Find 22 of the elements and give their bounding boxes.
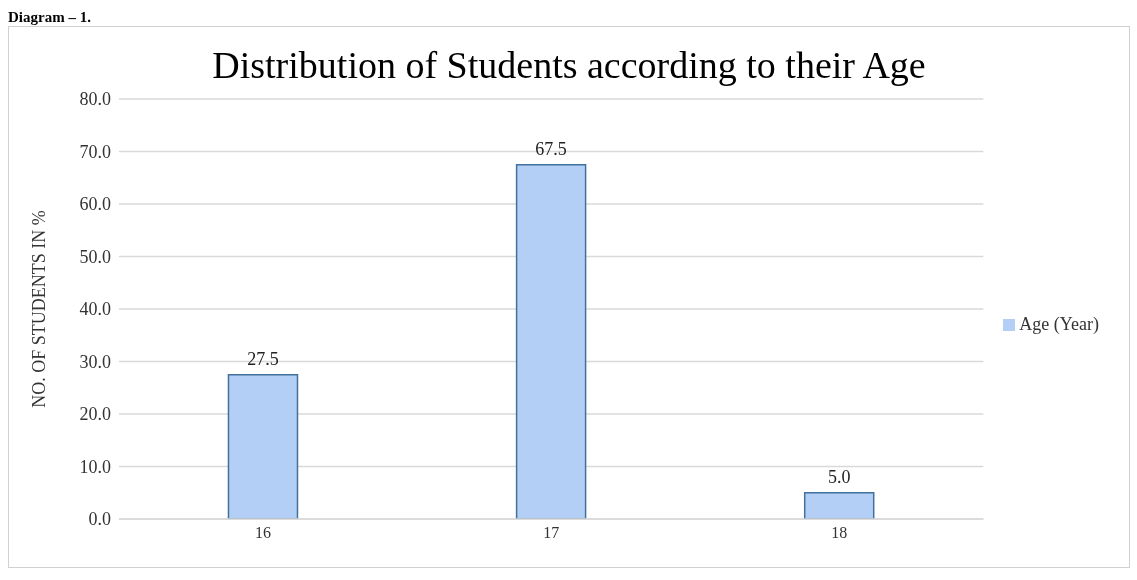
y-tick-label: 20.0 (79, 404, 111, 425)
x-tick-label: 18 (831, 524, 848, 542)
y-tick-label: 60.0 (79, 194, 111, 215)
y-tick-label: 30.0 (79, 351, 111, 372)
legend-label: Age (Year) (1019, 313, 1099, 334)
y-tick-label: 0.0 (88, 509, 111, 530)
y-tick-label: 80.0 (79, 89, 111, 110)
bar (227, 373, 299, 519)
chart-title: Distribution of Students according to their Age (211, 43, 927, 88)
y-axis-title: NO. OF STUDENTS IN % (29, 210, 50, 408)
x-tick-label: 17 (543, 524, 560, 542)
text: Diagram – 1. (8, 8, 92, 26)
data-label: 5.0 (827, 466, 851, 487)
x-tick-label: 16 (255, 524, 272, 542)
data-label: 27.5 (247, 348, 279, 369)
bar (515, 163, 587, 519)
y-tick-label: 70.0 (79, 141, 111, 162)
bar (803, 492, 875, 519)
data-label: 67.5 (535, 138, 567, 159)
y-tick-label: 10.0 (79, 456, 111, 477)
y-tick-label: 50.0 (79, 246, 111, 267)
y-tick-label: 40.0 (79, 299, 111, 320)
